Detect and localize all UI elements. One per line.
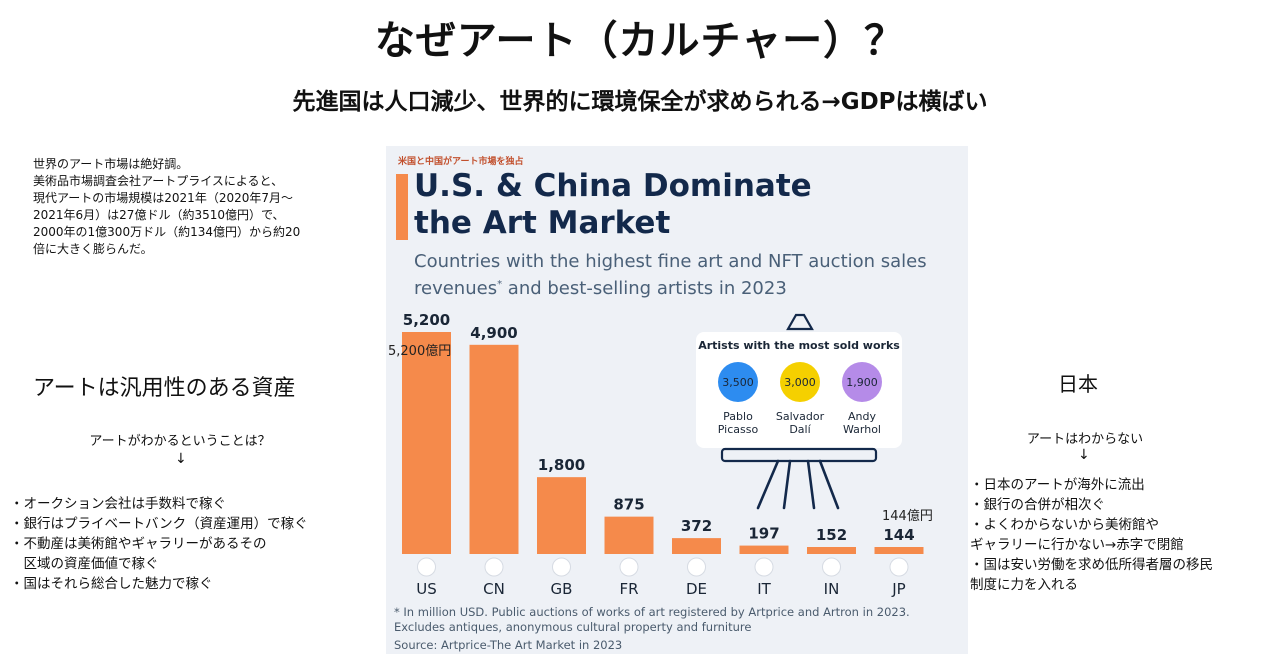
flag-icon	[754, 557, 774, 577]
easel-shelf-icon	[720, 447, 878, 463]
right-list: ・日本のアートが海外に流出 ・銀行の合併が相次ぐ ・よくわからないから美術館や …	[970, 475, 1213, 595]
list-item: ギャラリーに行かない→赤字で閉館	[970, 537, 1184, 553]
market-note: 世界のアート市場は絶好調。 美術品市場調査会社アートプライスによると、 現代アー…	[33, 156, 363, 258]
artist-name: Warhol	[843, 423, 881, 436]
list-item: 区域の資産価値で稼ぐ	[10, 556, 159, 572]
title-accent-bar	[396, 174, 408, 240]
flag-icon	[484, 557, 504, 577]
market-note-line: 世界のアート市場は絶好調。	[33, 157, 189, 171]
bar-gb	[537, 477, 586, 554]
data-label: 144	[883, 526, 914, 544]
subtitle-text: and best-selling artists in 2023	[502, 278, 787, 299]
flag-icon	[619, 557, 639, 577]
easel-legs-icon	[756, 459, 840, 510]
chart-subtitle: Countries with the highest fine art and …	[414, 250, 954, 300]
list-item: ・銀行の合併が相次ぐ	[970, 497, 1105, 513]
artist-value: 3,000	[784, 376, 816, 389]
bar-chart: 5,200 US 4,900 CN 1,800 GB 875 FR 372 DE 197 IT 152 I…	[402, 311, 924, 598]
subtitle-text: revenues	[414, 278, 498, 299]
left-heading: アートは汎用性のある資産	[33, 376, 296, 401]
right-heading: 日本	[1058, 372, 1098, 396]
page-subtitle: 先進国は人口減少、世界的に環境保全が求められる→GDPは横ばい	[292, 89, 988, 115]
artist-name: Andy	[848, 410, 876, 423]
data-label: 4,900	[470, 324, 517, 342]
artist-value: 1,900	[846, 376, 878, 389]
chart-title-line: the Art Market	[414, 205, 671, 241]
tick-label: IN	[824, 580, 840, 598]
infographic-note: 米国と中国がアート市場を独占	[398, 157, 524, 167]
tick-label: DE	[686, 580, 707, 598]
market-note-line: 美術品市場調査会社アートプライスによると、	[33, 174, 284, 188]
artist-value: 3,500	[722, 376, 754, 389]
chart-title: U.S. & China Dominate the Art Market	[414, 168, 812, 242]
right-arrow: ↓	[1078, 447, 1090, 463]
bar-in	[807, 547, 856, 554]
flag-icon	[552, 557, 571, 577]
tick-label: US	[416, 580, 437, 598]
flag-icon	[687, 557, 706, 577]
right-question: アートはわからない	[1026, 432, 1144, 447]
bar-cn	[469, 344, 519, 554]
bar-jp	[874, 547, 924, 554]
artist-name: Dalí	[789, 423, 811, 436]
art-market-infographic: 米国と中国がアート市場を独占 U.S. & China Dominate the…	[386, 146, 968, 654]
footnote-line: * In million USD. Public auctions of wor…	[394, 605, 910, 619]
market-note-line: 倍に大きく膨らんだ。	[33, 242, 153, 256]
chart-subtitle-line: revenues* and best-selling artists in 20…	[414, 273, 954, 300]
tick-label: FR	[619, 580, 638, 598]
chart-footnote: * In million USD. Public auctions of wor…	[394, 605, 910, 635]
left-question: アートがわかるということは？	[89, 434, 271, 449]
chart-subtitle-line: Countries with the highest fine art and …	[414, 251, 927, 272]
list-item: ・銀行はプライベートバンク（資産運用）で稼ぐ	[10, 516, 308, 532]
artist-name: Salvador	[776, 410, 825, 423]
list-item: ・日本のアートが海外に流出	[970, 477, 1145, 493]
market-note-line: 現代アートの市場規模は2021年（2020年7月〜	[33, 191, 293, 205]
market-note-line: 2021年6月）は27億ドル（約3510億円）で、	[33, 208, 285, 222]
flag-icon	[822, 557, 841, 577]
tick-label: CN	[483, 580, 505, 598]
footnote-line: Excludes antiques, anonymous cultural pr…	[394, 620, 752, 634]
left-arrow: ↓	[175, 451, 187, 467]
market-note-line: 2000年の1億300万ドル（約134億円）から約20	[33, 225, 301, 239]
annotation-us: 5,200億円	[388, 344, 452, 359]
artist-bubble	[718, 362, 758, 402]
chart-source: Source: Artprice-The Art Market in 2023	[394, 638, 623, 652]
list-item: ・不動産は美術館やギャラリーがあるその	[10, 536, 267, 552]
flag-icon	[889, 557, 909, 577]
artist-bubble	[842, 362, 882, 402]
page-title: なぜアート（カルチャー）？	[374, 18, 906, 64]
footnote-marker: *	[497, 279, 503, 290]
list-item: ・よくわからないから美術館や	[970, 517, 1159, 533]
data-label: 5,200	[403, 311, 450, 329]
bar-de	[672, 538, 721, 554]
list-item: ・国はそれら総合した魅力で稼ぐ	[10, 576, 213, 592]
left-list: ・オークション会社は手数料で稼ぐ ・銀行はプライベートバンク（資産運用）で稼ぐ …	[10, 494, 308, 594]
list-item: ・国は安い労働を求め低所得者層の移民	[970, 557, 1213, 573]
data-label: 152	[816, 526, 847, 544]
tick-label: GB	[551, 580, 573, 598]
annotation-jp: 144億円	[882, 509, 933, 524]
easel-top-icon	[786, 313, 814, 331]
bar-fr	[604, 516, 654, 554]
list-item: ・オークション会社は手数料で稼ぐ	[10, 496, 226, 512]
data-label: 197	[748, 525, 779, 543]
bar-it	[739, 545, 789, 554]
data-label: 372	[681, 517, 712, 535]
artist-name: Picasso	[718, 423, 759, 436]
artists-card-title: Artists with the most sold works	[698, 339, 900, 352]
chart-title-line: U.S. & China Dominate	[414, 168, 812, 204]
bar-us	[402, 332, 451, 554]
list-item: 制度に力を入れる	[970, 577, 1078, 593]
tick-label: IT	[757, 580, 771, 598]
artist-bubble	[780, 362, 820, 402]
data-label: 875	[613, 496, 644, 514]
tick-label: JP	[891, 580, 905, 598]
flag-icon	[417, 557, 436, 577]
artist-name: Pablo	[723, 410, 753, 423]
data-label: 1,800	[538, 456, 585, 474]
